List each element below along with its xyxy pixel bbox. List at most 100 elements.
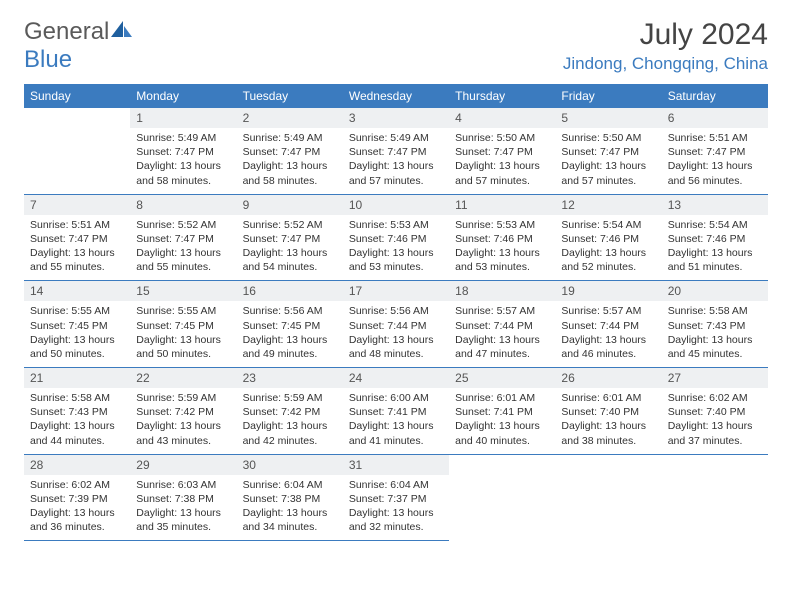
day-number: 10 [343,195,449,215]
day-info: Sunrise: 6:04 AMSunset: 7:37 PMDaylight:… [343,475,449,541]
calendar-cell: 27Sunrise: 6:02 AMSunset: 7:40 PMDayligh… [662,368,768,455]
day-info: Sunrise: 5:53 AMSunset: 7:46 PMDaylight:… [343,215,449,281]
day-info: Sunrise: 6:00 AMSunset: 7:41 PMDaylight:… [343,388,449,454]
calendar-cell: 30Sunrise: 6:04 AMSunset: 7:38 PMDayligh… [237,455,343,542]
day-number: 27 [662,368,768,388]
location: Jindong, Chongqing, China [563,54,768,74]
day-number: 1 [130,108,236,128]
day-number: 25 [449,368,555,388]
calendar-cell [449,455,555,542]
calendar-body: 1Sunrise: 5:49 AMSunset: 7:47 PMDaylight… [24,108,768,541]
day-number: 30 [237,455,343,475]
calendar-cell: 10Sunrise: 5:53 AMSunset: 7:46 PMDayligh… [343,195,449,282]
calendar-cell: 4Sunrise: 5:50 AMSunset: 7:47 PMDaylight… [449,108,555,195]
brand-name: GeneralBlue [24,18,133,74]
day-info: Sunrise: 5:55 AMSunset: 7:45 PMDaylight:… [130,301,236,367]
weekday-header: Thursday [449,84,555,108]
calendar-cell: 2Sunrise: 5:49 AMSunset: 7:47 PMDaylight… [237,108,343,195]
weekday-header: Monday [130,84,236,108]
day-info: Sunrise: 5:58 AMSunset: 7:43 PMDaylight:… [24,388,130,454]
day-info: Sunrise: 5:53 AMSunset: 7:46 PMDaylight:… [449,215,555,281]
calendar-cell: 11Sunrise: 5:53 AMSunset: 7:46 PMDayligh… [449,195,555,282]
calendar-cell: 24Sunrise: 6:00 AMSunset: 7:41 PMDayligh… [343,368,449,455]
day-number: 4 [449,108,555,128]
day-number: 28 [24,455,130,475]
day-info: Sunrise: 5:50 AMSunset: 7:47 PMDaylight:… [449,128,555,194]
day-info: Sunrise: 5:49 AMSunset: 7:47 PMDaylight:… [343,128,449,194]
calendar: SundayMondayTuesdayWednesdayThursdayFrid… [24,84,768,541]
day-number: 26 [555,368,661,388]
weekday-header: Saturday [662,84,768,108]
day-number: 14 [24,281,130,301]
calendar-cell: 16Sunrise: 5:56 AMSunset: 7:45 PMDayligh… [237,281,343,368]
weekday-header: Tuesday [237,84,343,108]
calendar-cell [24,108,130,195]
day-number: 3 [343,108,449,128]
day-number: 9 [237,195,343,215]
day-info: Sunrise: 6:04 AMSunset: 7:38 PMDaylight:… [237,475,343,541]
title-block: July 2024 Jindong, Chongqing, China [563,18,768,74]
day-info: Sunrise: 6:01 AMSunset: 7:41 PMDaylight:… [449,388,555,454]
calendar-cell: 12Sunrise: 5:54 AMSunset: 7:46 PMDayligh… [555,195,661,282]
day-info: Sunrise: 5:49 AMSunset: 7:47 PMDaylight:… [130,128,236,194]
day-number: 5 [555,108,661,128]
calendar-cell: 19Sunrise: 5:57 AMSunset: 7:44 PMDayligh… [555,281,661,368]
day-info: Sunrise: 5:54 AMSunset: 7:46 PMDaylight:… [555,215,661,281]
day-info: Sunrise: 5:51 AMSunset: 7:47 PMDaylight:… [662,128,768,194]
calendar-cell: 5Sunrise: 5:50 AMSunset: 7:47 PMDaylight… [555,108,661,195]
day-info: Sunrise: 5:54 AMSunset: 7:46 PMDaylight:… [662,215,768,281]
calendar-cell: 23Sunrise: 5:59 AMSunset: 7:42 PMDayligh… [237,368,343,455]
header: GeneralBlue July 2024 Jindong, Chongqing… [24,18,768,74]
day-info: Sunrise: 5:57 AMSunset: 7:44 PMDaylight:… [449,301,555,367]
day-number: 18 [449,281,555,301]
day-info: Sunrise: 5:50 AMSunset: 7:47 PMDaylight:… [555,128,661,194]
calendar-cell: 29Sunrise: 6:03 AMSunset: 7:38 PMDayligh… [130,455,236,542]
weekday-header: Wednesday [343,84,449,108]
brand-name-b: Blue [24,46,72,73]
day-number: 23 [237,368,343,388]
day-info: Sunrise: 5:52 AMSunset: 7:47 PMDaylight:… [130,215,236,281]
day-number: 6 [662,108,768,128]
day-info: Sunrise: 5:51 AMSunset: 7:47 PMDaylight:… [24,215,130,281]
calendar-cell: 15Sunrise: 5:55 AMSunset: 7:45 PMDayligh… [130,281,236,368]
day-info: Sunrise: 5:52 AMSunset: 7:47 PMDaylight:… [237,215,343,281]
day-number: 15 [130,281,236,301]
weekday-header: Sunday [24,84,130,108]
calendar-cell: 25Sunrise: 6:01 AMSunset: 7:41 PMDayligh… [449,368,555,455]
day-number: 31 [343,455,449,475]
calendar-cell: 18Sunrise: 5:57 AMSunset: 7:44 PMDayligh… [449,281,555,368]
sail-icon [111,18,133,46]
day-number: 8 [130,195,236,215]
day-number: 21 [24,368,130,388]
calendar-cell: 20Sunrise: 5:58 AMSunset: 7:43 PMDayligh… [662,281,768,368]
calendar-cell: 8Sunrise: 5:52 AMSunset: 7:47 PMDaylight… [130,195,236,282]
calendar-cell: 26Sunrise: 6:01 AMSunset: 7:40 PMDayligh… [555,368,661,455]
calendar-cell: 14Sunrise: 5:55 AMSunset: 7:45 PMDayligh… [24,281,130,368]
day-info: Sunrise: 5:56 AMSunset: 7:45 PMDaylight:… [237,301,343,367]
calendar-cell: 22Sunrise: 5:59 AMSunset: 7:42 PMDayligh… [130,368,236,455]
brand-name-a: General [24,18,109,45]
month-year: July 2024 [563,18,768,52]
calendar-cell: 13Sunrise: 5:54 AMSunset: 7:46 PMDayligh… [662,195,768,282]
calendar-cell [662,455,768,542]
day-number: 11 [449,195,555,215]
calendar-header: SundayMondayTuesdayWednesdayThursdayFrid… [24,84,768,108]
calendar-cell [555,455,661,542]
day-number: 12 [555,195,661,215]
day-info: Sunrise: 6:01 AMSunset: 7:40 PMDaylight:… [555,388,661,454]
day-number: 7 [24,195,130,215]
day-info: Sunrise: 5:58 AMSunset: 7:43 PMDaylight:… [662,301,768,367]
calendar-cell: 7Sunrise: 5:51 AMSunset: 7:47 PMDaylight… [24,195,130,282]
day-number [662,455,768,475]
calendar-cell: 31Sunrise: 6:04 AMSunset: 7:37 PMDayligh… [343,455,449,542]
calendar-cell: 1Sunrise: 5:49 AMSunset: 7:47 PMDaylight… [130,108,236,195]
calendar-cell: 21Sunrise: 5:58 AMSunset: 7:43 PMDayligh… [24,368,130,455]
day-info: Sunrise: 6:02 AMSunset: 7:39 PMDaylight:… [24,475,130,541]
day-number: 20 [662,281,768,301]
day-info: Sunrise: 6:02 AMSunset: 7:40 PMDaylight:… [662,388,768,454]
calendar-cell: 28Sunrise: 6:02 AMSunset: 7:39 PMDayligh… [24,455,130,542]
brand-logo: GeneralBlue [24,18,133,74]
day-number: 2 [237,108,343,128]
calendar-cell: 3Sunrise: 5:49 AMSunset: 7:47 PMDaylight… [343,108,449,195]
calendar-cell: 17Sunrise: 5:56 AMSunset: 7:44 PMDayligh… [343,281,449,368]
